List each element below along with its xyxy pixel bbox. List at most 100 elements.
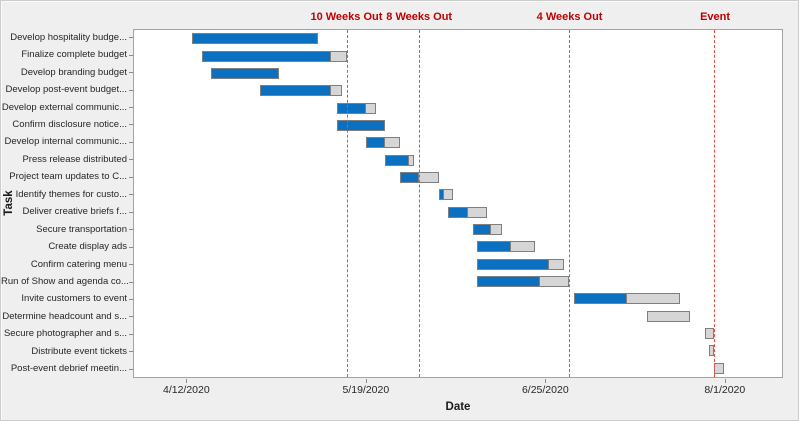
y-tick-mark <box>129 159 133 161</box>
task-label: Deliver creative briefs f... <box>22 206 127 218</box>
task-label: Finalize complete budget <box>21 49 127 61</box>
gantt-bar-complete-portion <box>212 68 279 78</box>
y-tick-mark <box>129 229 133 231</box>
task-label: Secure photographer and s... <box>3 328 127 340</box>
gantt-bar-complete-portion <box>575 294 628 304</box>
y-tick-mark <box>129 54 133 56</box>
x-tick-label: 5/19/2020 <box>342 384 390 396</box>
task-label: Project team updates to C... <box>9 171 127 183</box>
x-tick-mark <box>545 379 547 383</box>
gantt-bar-complete-portion <box>478 277 540 287</box>
gantt-bar-complete-portion <box>473 225 492 235</box>
task-label: Determine headcount and s... <box>2 310 127 322</box>
task-label: Develop internal communic... <box>4 136 128 148</box>
y-tick-mark <box>129 141 133 143</box>
milestone-line <box>419 30 421 377</box>
task-label: Distribute event tickets <box>31 345 127 357</box>
gantt-bar[interactable] <box>448 206 487 218</box>
x-axis-tick-labels: 4/12/2020 5/19/2020 6/25/2020 8/1/2020 <box>133 384 783 398</box>
gantt-bar[interactable] <box>201 50 347 62</box>
milestone-label: 4 Weeks Out <box>536 11 603 23</box>
y-tick-mark <box>129 72 133 74</box>
milestone-labels-row: 10 Weeks Out 8 Weeks Out 4 Weeks Out Event <box>133 11 783 27</box>
task-label: Develop branding budget <box>20 66 127 78</box>
gantt-bar[interactable] <box>477 258 565 270</box>
gantt-bar-complete-portion <box>449 207 468 217</box>
gantt-bar[interactable] <box>337 102 376 114</box>
gantt-bar[interactable] <box>574 293 681 305</box>
y-tick-mark <box>129 176 133 178</box>
gantt-bar-complete-portion <box>260 86 332 96</box>
task-label: Post-event debrief meetin... <box>10 363 127 375</box>
date-axis-title: Date <box>445 401 471 413</box>
y-tick-mark <box>129 333 133 335</box>
y-tick-mark <box>129 107 133 109</box>
task-label: Develop post-event budget... <box>5 84 127 96</box>
task-label: Secure transportation <box>36 223 127 235</box>
y-tick-mark <box>129 37 133 39</box>
gantt-bar[interactable] <box>646 310 691 322</box>
gantt-bar-complete-portion <box>400 172 420 182</box>
task-label: Confirm disclosure notice... <box>12 118 127 130</box>
x-axis-ticks <box>133 379 783 384</box>
gantt-bar[interactable] <box>399 171 439 183</box>
y-tick-mark <box>129 264 133 266</box>
y-tick-mark <box>129 298 133 300</box>
gantt-bar-complete-portion <box>478 242 511 252</box>
milestone-label: Event <box>700 11 731 23</box>
task-label: Run of Show and agenda co... <box>1 276 129 288</box>
y-tick-mark <box>129 246 133 248</box>
task-label: Develop external communic... <box>1 101 127 113</box>
milestone-label: 10 Weeks Out <box>310 11 383 23</box>
gantt-bar-complete-portion <box>386 155 409 165</box>
gantt-bar-complete-portion <box>338 120 385 130</box>
gantt-bar[interactable] <box>704 328 715 340</box>
gantt-bar[interactable] <box>714 362 724 374</box>
gantt-bar[interactable] <box>259 85 342 97</box>
milestone-label: 8 Weeks Out <box>386 11 453 23</box>
gantt-bar[interactable] <box>438 189 454 201</box>
gantt-bar[interactable] <box>337 119 386 131</box>
milestone-line <box>569 30 571 377</box>
x-tick-mark <box>365 379 367 383</box>
x-tick-label: 6/25/2020 <box>521 384 569 396</box>
y-tick-mark <box>129 124 133 126</box>
gantt-bar[interactable] <box>472 224 502 236</box>
task-label: Identify themes for custo... <box>15 188 127 200</box>
x-tick-label: 8/1/2020 <box>704 384 746 396</box>
gantt-bar-complete-portion <box>338 103 366 113</box>
gantt-bar[interactable] <box>385 154 415 166</box>
x-tick-mark <box>724 379 726 383</box>
task-label: Press release distributed <box>22 153 127 165</box>
x-tick-mark <box>186 379 188 383</box>
gantt-bar[interactable] <box>477 276 570 288</box>
y-tick-mark <box>129 211 133 213</box>
milestone-line <box>714 30 716 377</box>
gantt-bar[interactable] <box>366 137 400 149</box>
y-tick-mark <box>129 351 133 353</box>
gantt-bar-complete-portion <box>367 138 386 148</box>
x-tick-label: 4/12/2020 <box>162 384 210 396</box>
y-tick-mark <box>129 316 133 318</box>
gantt-bar[interactable] <box>477 241 536 253</box>
gantt-bar-complete-portion <box>193 34 317 44</box>
y-tick-mark <box>129 281 133 283</box>
gantt-bar-complete-portion <box>202 51 332 61</box>
milestone-line <box>346 30 348 377</box>
y-axis-ticks <box>129 29 133 378</box>
y-tick-mark <box>129 194 133 196</box>
task-label: Create display ads <box>48 241 127 253</box>
task-label: Develop hospitality budge... <box>10 31 127 43</box>
y-tick-mark <box>129 368 133 370</box>
gantt-bar[interactable] <box>709 345 715 357</box>
gantt-bar-complete-portion <box>478 259 550 269</box>
y-tick-mark <box>129 89 133 91</box>
gantt-bar-complete-portion <box>439 190 444 200</box>
task-axis-title: Task <box>3 190 15 216</box>
gantt-bar[interactable] <box>192 33 318 45</box>
plot-area <box>133 29 783 378</box>
task-label: Confirm catering menu <box>30 258 127 270</box>
task-labels-column: Develop hospitality budge... Finalize com… <box>1 29 129 378</box>
gantt-bar[interactable] <box>211 67 280 79</box>
